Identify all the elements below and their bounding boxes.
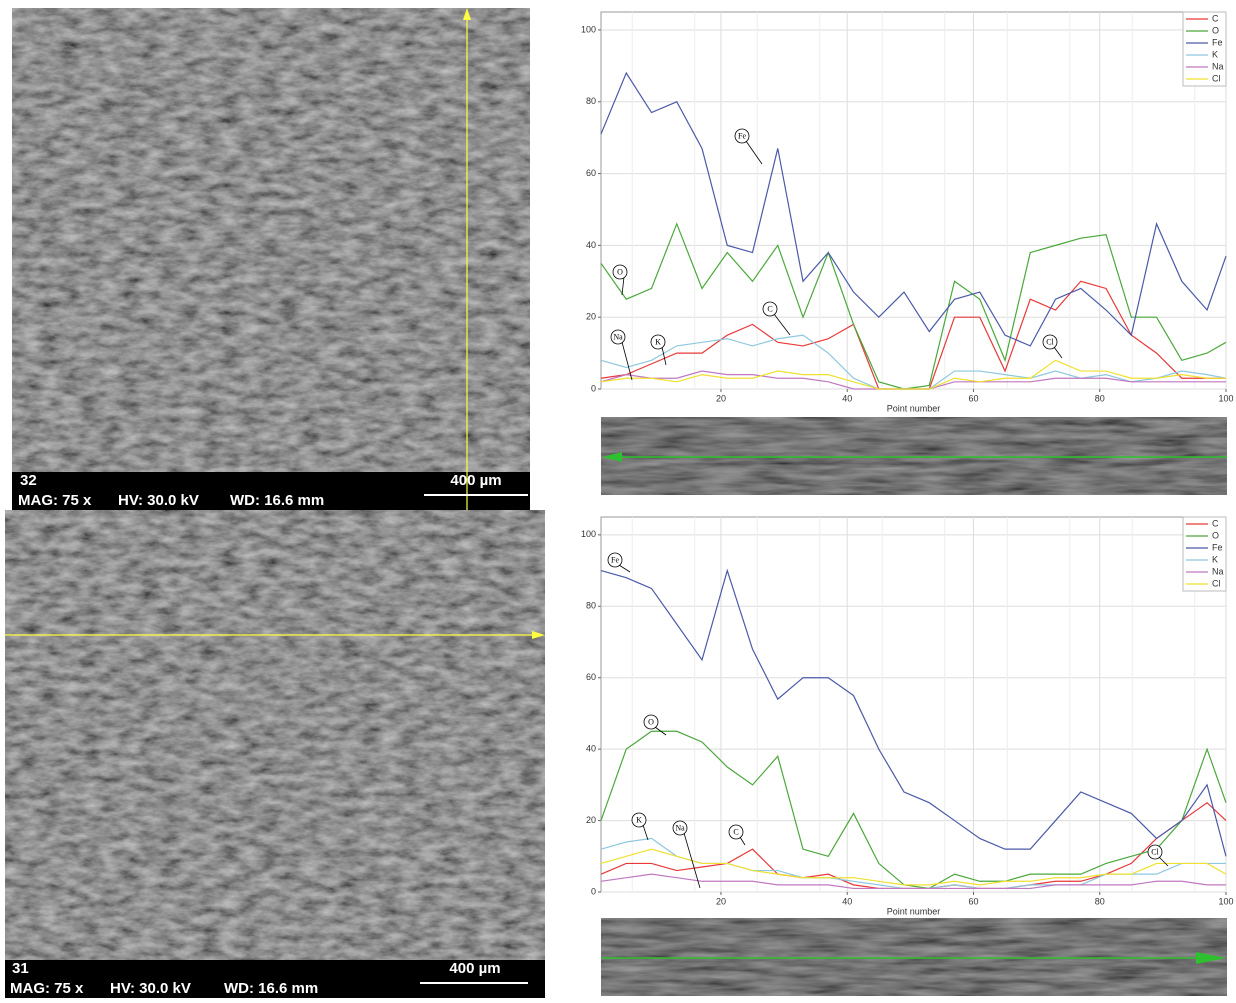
image-wd: WD: 16.6 mm: [224, 980, 318, 997]
annotation-circle: [734, 128, 750, 144]
series-line: [600, 568, 1227, 857]
annotation: Cl: [1046, 337, 1054, 346]
annotation: Fe: [611, 555, 619, 564]
legend-label: Na: [1212, 566, 1224, 576]
series-line: [600, 848, 1227, 886]
series-line: [600, 730, 1227, 890]
annotation: Cl: [1151, 847, 1159, 856]
annotation: C: [767, 304, 772, 313]
x-tick-label: 60: [968, 896, 978, 906]
image-number: 31: [12, 960, 29, 977]
annotation-leader: [773, 313, 791, 336]
annotation-leader: [739, 836, 746, 846]
y-tick-label: 20: [586, 312, 596, 322]
annotation: K: [636, 815, 642, 824]
y-tick-label: 20: [586, 815, 596, 825]
legend-label: Na: [1212, 61, 1224, 71]
image-mag: MAG: 75 x: [10, 980, 84, 997]
legend: [1182, 516, 1227, 592]
legend: [1182, 11, 1227, 87]
annotation-leader: [618, 564, 631, 573]
annotation-circle: [650, 334, 666, 350]
annotation-circle: [672, 820, 688, 836]
image-hv: HV: 30.0 kV: [118, 492, 199, 509]
x-tick-label: 80: [1095, 393, 1105, 403]
annotation-circle: [1147, 844, 1163, 860]
annotation-leader: [745, 140, 763, 165]
series-line: [600, 359, 1226, 390]
scan-strip: [601, 417, 1227, 495]
x-axis-label: Point number: [887, 906, 941, 916]
series-line: [600, 71, 1227, 347]
x-tick-label: 60: [968, 393, 978, 403]
y-tick-label: 0: [591, 886, 596, 896]
annotation-circle: [610, 329, 626, 345]
annotation-leader: [661, 346, 667, 366]
y-tick-label: 80: [586, 96, 596, 106]
legend-label: O: [1212, 530, 1219, 540]
x-tick-label: 40: [842, 393, 852, 403]
annotation: Na: [675, 823, 685, 832]
legend-label: K: [1212, 554, 1218, 564]
y-tick-label: 100: [581, 529, 596, 539]
annotation: K: [655, 337, 661, 346]
annotation: Na: [613, 332, 623, 341]
legend-label: Fe: [1212, 542, 1223, 552]
scale-label: 400 µm: [449, 960, 500, 977]
annotation-leader: [1053, 346, 1063, 359]
annotation: Fe: [738, 131, 746, 140]
y-tick-label: 40: [586, 240, 596, 250]
y-tick-label: 40: [586, 744, 596, 754]
y-tick-label: 80: [586, 601, 596, 611]
legend-label: O: [1212, 25, 1219, 35]
series-line: [600, 873, 1226, 890]
annotation-circle: [612, 264, 628, 280]
annotation-circle: [762, 301, 778, 317]
scale-label: 400 µm: [450, 472, 501, 489]
legend-label: Fe: [1212, 37, 1223, 47]
annotation-leader: [621, 276, 625, 296]
y-tick-label: 0: [591, 383, 596, 393]
annotation-leader: [642, 824, 649, 841]
annotation: O: [648, 717, 654, 726]
legend-label: C: [1212, 13, 1219, 23]
annotation-circle: [643, 714, 659, 730]
y-tick-label: 60: [586, 672, 596, 682]
legend-label: K: [1212, 49, 1218, 59]
y-tick-label: 60: [586, 168, 596, 178]
image-number: 32: [20, 472, 37, 489]
series-line: [600, 222, 1227, 390]
annotation-leader: [654, 726, 667, 736]
plot-area: [600, 516, 1227, 893]
legend-label: Cl: [1212, 73, 1221, 83]
sem-image: 32 MAG: 75 x HV: 30.0 kV WD: 16.6 mm 400…: [12, 8, 530, 510]
x-tick-label: 40: [842, 896, 852, 906]
x-tick-label: 20: [716, 896, 726, 906]
x-tick-label: 100: [1218, 896, 1233, 906]
x-tick-label: 80: [1095, 896, 1105, 906]
scan-strip: [601, 918, 1227, 996]
annotation-leader: [1158, 856, 1169, 867]
annotation-leader: [621, 341, 633, 381]
image-mag: MAG: 75 x: [18, 492, 92, 509]
annotation-circle: [728, 824, 744, 840]
x-tick-label: 20: [716, 393, 726, 403]
x-tick-label: 100: [1218, 393, 1233, 403]
legend-label: Cl: [1212, 578, 1221, 588]
x-axis-label: Point number: [887, 403, 941, 413]
annotation-circle: [631, 812, 647, 828]
annotation-leader: [683, 832, 701, 889]
annotation: O: [617, 267, 623, 276]
image-hv: HV: 30.0 kV: [110, 980, 191, 997]
y-tick-label: 100: [581, 24, 596, 34]
sem-image: 31 MAG: 75 x HV: 30.0 kV WD: 16.6 mm 400…: [5, 510, 545, 998]
annotation-circle: [607, 552, 623, 568]
image-wd: WD: 16.6 mm: [230, 492, 324, 509]
annotation-circle: [1042, 334, 1058, 350]
annotation: C: [733, 827, 738, 836]
legend-label: C: [1212, 518, 1219, 528]
